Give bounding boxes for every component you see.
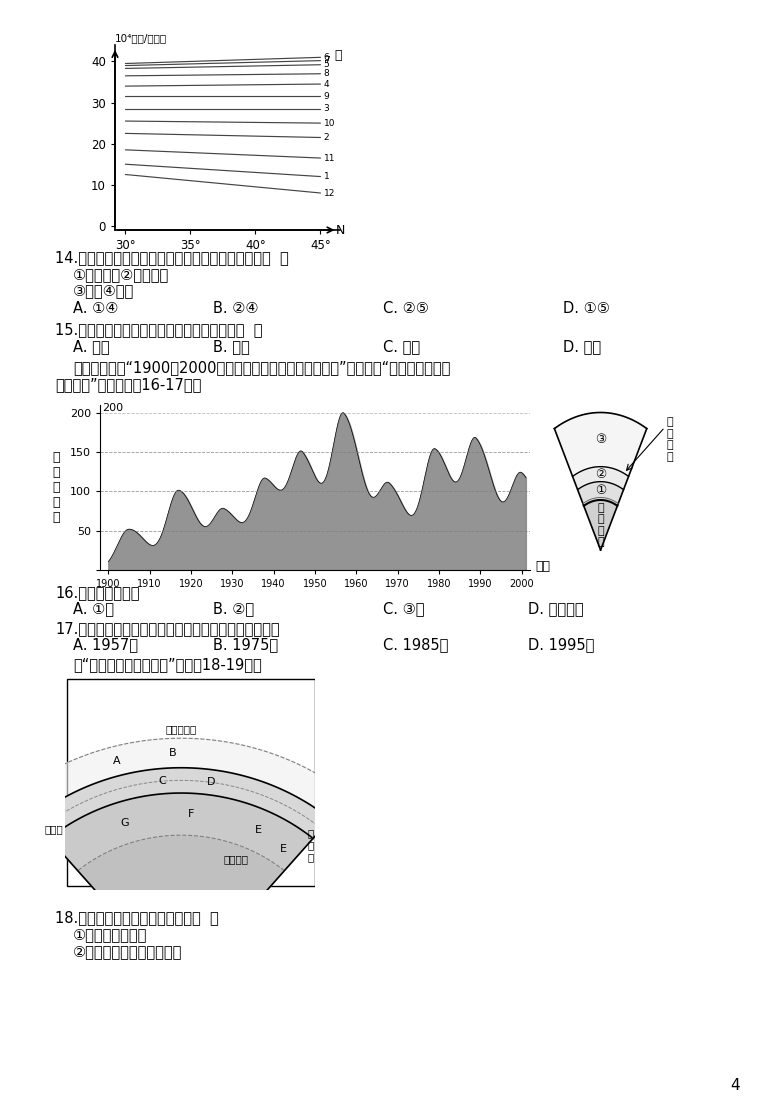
Text: D. 冬季: D. 冬季 [563,339,601,354]
Text: 月: 月 [335,49,342,62]
Text: 8: 8 [324,69,329,78]
Text: B. 秋季: B. 秋季 [213,339,250,354]
Text: A: A [113,756,121,765]
Text: 10⁴焦耳/平方米: 10⁴焦耳/平方米 [115,33,167,43]
Text: D: D [207,778,216,788]
Text: ①地表状况②太阳高度: ①地表状况②太阳高度 [73,267,169,282]
Text: 10: 10 [324,119,335,128]
Text: 200: 200 [102,403,123,413]
Text: 下图中左图为“1900～2000年太阳黑子年平均数变化示意图”，右图为“太阳及其大气结: 下图中左图为“1900～2000年太阳黑子年平均数变化示意图”，右图为“太阳及其… [73,360,450,375]
Polygon shape [573,467,629,490]
Text: 12: 12 [324,189,335,197]
Text: C. ②⑤: C. ②⑤ [383,301,429,315]
Polygon shape [583,500,617,550]
Text: 莫
霍
面: 莫 霍 面 [308,828,314,861]
Text: C. ③层: C. ③层 [383,601,424,615]
Text: C. 夏季: C. 夏季 [383,339,420,354]
Polygon shape [32,768,330,838]
Text: ②: ② [595,468,606,481]
Text: E: E [280,844,287,854]
Polygon shape [555,413,647,476]
Text: 7: 7 [324,56,329,65]
Text: D. 1995年: D. 1995年 [528,638,594,652]
Text: 9: 9 [324,92,329,100]
Text: A. ①层: A. ①层 [73,601,114,615]
Text: B. 1975年: B. 1975年 [213,638,278,652]
Text: B. ②④: B. ②④ [213,301,258,315]
Text: 16.太阳黑子出现在: 16.太阳黑子出现在 [55,585,140,600]
Text: 14.导致该地区天文辐射冬、夏季差异的主要因素是（  ）: 14.导致该地区天文辐射冬、夏季差异的主要因素是（ ） [55,250,289,265]
Text: 构示意图”，读图回筁16-17题。: 构示意图”，读图回筁16-17题。 [55,377,201,392]
Text: 6: 6 [324,53,329,62]
Text: 大气的上界: 大气的上界 [165,724,197,733]
Text: ③: ③ [595,433,606,446]
Text: N: N [336,224,346,236]
Polygon shape [12,738,350,820]
Polygon shape [49,793,313,870]
Text: 5: 5 [324,61,329,69]
Text: 4: 4 [324,79,329,88]
Text: 读“地球圈层结构示意图”，完成18-19题。: 读“地球圈层结构示意图”，完成18-19题。 [73,657,262,672]
Text: ③昼长④纬度: ③昼长④纬度 [73,283,134,298]
Y-axis label: 太
阳
黑
子
数: 太 阳 黑 子 数 [52,451,60,524]
Polygon shape [578,482,623,506]
Text: 17.下列年份中在高纬度地区出现极光的可能性最大的是: 17.下列年份中在高纬度地区出现极光的可能性最大的是 [55,621,279,636]
Text: A. 春季: A. 春季 [73,339,110,354]
Text: 太
阳
大
气: 太 阳 大 气 [666,417,673,462]
Text: 2: 2 [324,133,329,142]
Text: A. 1957年: A. 1957年 [73,638,138,652]
Text: 古登堡面: 古登堡面 [224,855,249,865]
Text: B: B [168,748,176,758]
Text: D. ①⑤: D. ①⑤ [563,301,610,315]
Text: ①: ① [595,484,606,497]
Polygon shape [78,835,285,987]
Text: A. ①④: A. ①④ [73,301,119,315]
Text: 年份: 年份 [535,560,550,572]
Text: 15.该地区天文辐射受纬度影响最小的季节是（  ）: 15.该地区天文辐射受纬度影响最小的季节是（ ） [55,322,263,338]
Text: 软流层: 软流层 [45,824,64,834]
Text: ②主要是由各种岩石组成的: ②主要是由各种岩石组成的 [73,944,183,959]
Text: 太
阳
内
部: 太 阳 内 部 [597,503,604,547]
Text: F: F [187,810,194,820]
Text: D. 太阳内部: D. 太阳内部 [528,601,583,615]
Text: 18.有关岩石圈的叙述，正确的是（  ）: 18.有关岩石圈的叙述，正确的是（ ） [55,910,218,925]
Text: 1: 1 [324,172,329,181]
Text: C: C [158,777,166,786]
Text: E: E [255,825,262,835]
Text: G: G [120,817,129,827]
Text: ①包括地壳和地幔: ①包括地壳和地幔 [73,927,147,942]
Text: 4: 4 [730,1078,739,1093]
Text: B. ②层: B. ②层 [213,601,254,615]
Text: C. 1985年: C. 1985年 [383,638,448,652]
Text: 11: 11 [324,153,335,162]
Text: 3: 3 [324,104,329,114]
